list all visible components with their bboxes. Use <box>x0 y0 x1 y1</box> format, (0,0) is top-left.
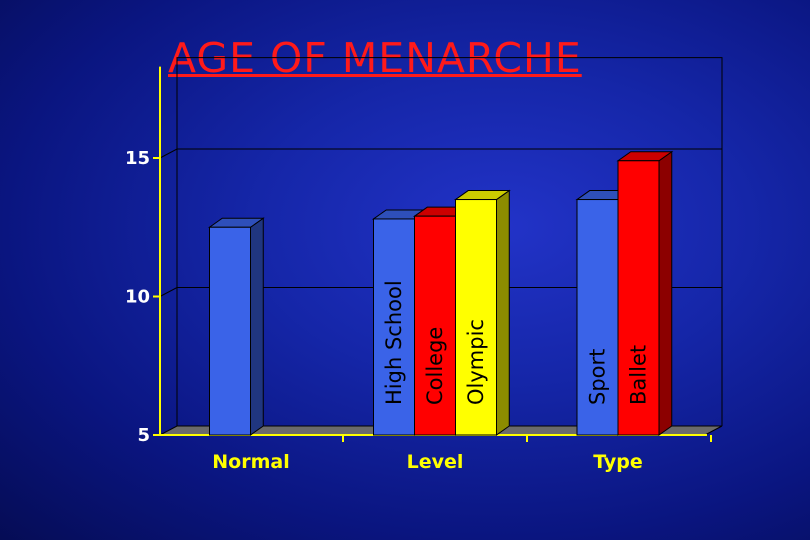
bar-ballet: Ballet <box>616 150 674 436</box>
bar-label-college: College <box>423 327 447 405</box>
bar-front <box>455 199 497 436</box>
gridline <box>159 148 722 159</box>
bar-label-sport: Sport <box>586 349 610 405</box>
category-label-level: Level <box>407 451 464 473</box>
category-label-normal: Normal <box>212 451 289 473</box>
y-tick-label: 10 <box>125 287 150 308</box>
bar-label-ballet: Ballet <box>627 345 651 405</box>
bar-front <box>617 160 660 436</box>
y-tick-label: 15 <box>125 148 150 169</box>
category-label-type: Type <box>593 451 643 473</box>
chart-back-wall <box>176 57 723 426</box>
bar-label-olympic: Olympic <box>464 319 488 405</box>
bar-side <box>658 150 673 436</box>
bar-olympic: Olympic <box>453 189 511 436</box>
y-tick-label: 5 <box>137 425 150 446</box>
bar-front <box>373 218 415 436</box>
bar-label-high-school: High School <box>382 280 406 405</box>
bar-normal <box>207 217 265 436</box>
bar-front <box>576 199 619 436</box>
bar-side <box>496 189 510 436</box>
bar-side <box>250 217 264 436</box>
bar-front <box>209 226 251 436</box>
gridline <box>159 287 722 297</box>
